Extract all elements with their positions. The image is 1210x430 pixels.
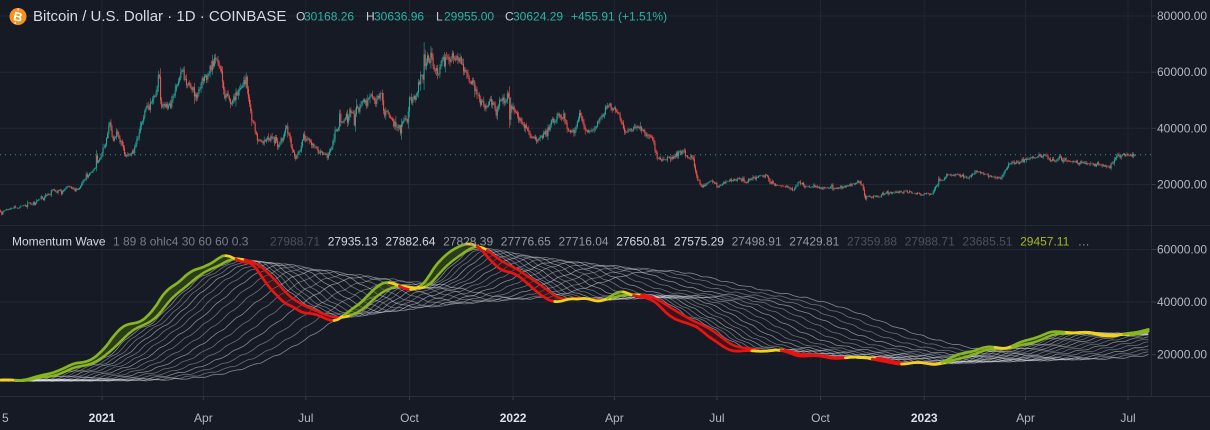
svg-text:Apr: Apr <box>194 411 213 425</box>
svg-text:40000.00: 40000.00 <box>1157 295 1207 309</box>
svg-text:27650.81: 27650.81 <box>616 235 666 249</box>
svg-text:29955.00: 29955.00 <box>444 10 494 24</box>
svg-text:27988.71: 27988.71 <box>270 235 320 249</box>
svg-text:Oct: Oct <box>400 411 419 425</box>
svg-text:2022: 2022 <box>500 411 527 425</box>
svg-text:Apr: Apr <box>605 411 624 425</box>
svg-text:27828.39: 27828.39 <box>443 235 493 249</box>
svg-text:Jul: Jul <box>298 411 313 425</box>
svg-text:27935.13: 27935.13 <box>328 235 378 249</box>
svg-text:27575.29: 27575.29 <box>674 235 724 249</box>
svg-text:…: … <box>1078 235 1090 249</box>
svg-text:80000.00: 80000.00 <box>1157 9 1207 23</box>
svg-text:29457.11: 29457.11 <box>1020 235 1069 249</box>
svg-text:Jul: Jul <box>709 411 724 425</box>
svg-text:Oct: Oct <box>811 411 830 425</box>
svg-text:23685.51: 23685.51 <box>962 235 1012 249</box>
svg-text:60000.00: 60000.00 <box>1157 65 1207 79</box>
svg-text:27716.04: 27716.04 <box>559 235 609 249</box>
svg-text:20000.00: 20000.00 <box>1157 348 1207 362</box>
svg-text:H: H <box>366 10 375 24</box>
svg-text:Jul: Jul <box>1120 411 1135 425</box>
svg-text:Apr: Apr <box>1016 411 1035 425</box>
svg-text:5: 5 <box>2 411 9 425</box>
svg-text:Momentum Wave: Momentum Wave <box>12 235 106 249</box>
svg-text:20000.00: 20000.00 <box>1157 178 1207 192</box>
svg-text:27776.65: 27776.65 <box>501 235 551 249</box>
svg-text:27498.91: 27498.91 <box>732 235 782 249</box>
svg-text:+455.91 (+1.51%): +455.91 (+1.51%) <box>571 10 667 24</box>
svg-text:L: L <box>436 10 443 24</box>
svg-text:30636.96: 30636.96 <box>374 10 424 24</box>
svg-text:30168.26: 30168.26 <box>304 10 354 24</box>
svg-text:C: C <box>505 10 514 24</box>
svg-text:B: B <box>12 9 24 25</box>
svg-text:2023: 2023 <box>911 411 938 425</box>
svg-text:40000.00: 40000.00 <box>1157 121 1207 135</box>
svg-text:27429.81: 27429.81 <box>789 235 839 249</box>
svg-text:O: O <box>296 10 305 24</box>
svg-text:27359.88: 27359.88 <box>847 235 897 249</box>
svg-text:2021: 2021 <box>89 411 116 425</box>
svg-text:1 89 8 ohlc4 30 60 60 0.3: 1 89 8 ohlc4 30 60 60 0.3 <box>113 235 249 249</box>
svg-text:27988.71: 27988.71 <box>905 235 955 249</box>
svg-text:Bitcoin / U.S. Dollar · 1D · C: Bitcoin / U.S. Dollar · 1D · COINBASE <box>33 8 286 25</box>
svg-text:27882.64: 27882.64 <box>385 235 435 249</box>
svg-text:30624.29: 30624.29 <box>513 10 563 24</box>
svg-text:60000.00: 60000.00 <box>1157 243 1207 257</box>
